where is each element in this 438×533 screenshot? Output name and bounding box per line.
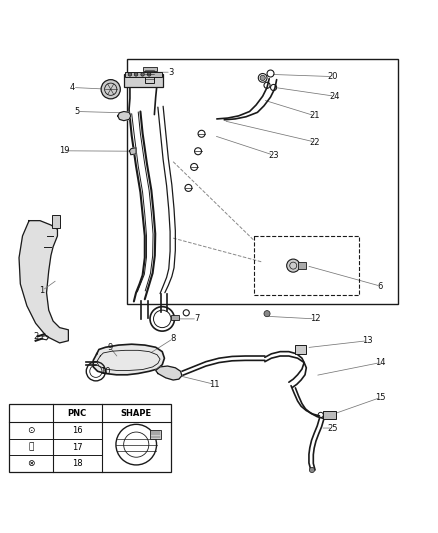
Text: 18: 18 <box>72 459 83 468</box>
Circle shape <box>128 72 132 76</box>
Text: 25: 25 <box>327 424 338 433</box>
Text: 20: 20 <box>327 72 338 81</box>
Text: ⊙: ⊙ <box>28 426 35 435</box>
Polygon shape <box>155 366 182 380</box>
Text: 14: 14 <box>375 358 386 367</box>
Bar <box>298 262 306 269</box>
Polygon shape <box>93 344 164 375</box>
Polygon shape <box>19 221 68 343</box>
Circle shape <box>101 79 120 99</box>
Text: PNC: PNC <box>67 409 87 418</box>
Text: 16: 16 <box>72 426 83 435</box>
Bar <box>125 72 162 77</box>
Text: 2: 2 <box>33 332 38 341</box>
Bar <box>143 67 156 71</box>
Circle shape <box>148 72 151 76</box>
Text: SHAPE: SHAPE <box>121 409 152 418</box>
Circle shape <box>287 259 300 272</box>
Bar <box>52 215 60 228</box>
Text: 13: 13 <box>362 336 373 345</box>
Text: 7: 7 <box>194 314 200 324</box>
Text: 15: 15 <box>375 393 386 402</box>
Text: 1: 1 <box>39 286 45 295</box>
Bar <box>124 75 163 87</box>
Text: 21: 21 <box>310 111 320 120</box>
Circle shape <box>309 467 314 473</box>
Text: 22: 22 <box>310 138 320 147</box>
Bar <box>145 68 154 83</box>
Bar <box>171 314 179 320</box>
Text: 12: 12 <box>310 314 320 324</box>
Text: 17: 17 <box>72 442 83 451</box>
Bar <box>295 345 306 354</box>
Text: 10: 10 <box>100 367 111 376</box>
Text: 3: 3 <box>168 68 173 77</box>
Bar <box>10 404 171 472</box>
Text: 19: 19 <box>59 146 69 155</box>
Circle shape <box>141 72 145 76</box>
Bar <box>323 411 336 419</box>
Circle shape <box>134 72 138 76</box>
Text: 11: 11 <box>209 380 220 389</box>
Text: 6: 6 <box>378 281 383 290</box>
Text: 24: 24 <box>329 92 340 101</box>
Circle shape <box>260 75 265 80</box>
Text: 5: 5 <box>74 107 80 116</box>
Bar <box>254 236 359 295</box>
Text: 9: 9 <box>107 343 113 352</box>
Text: 8: 8 <box>170 334 176 343</box>
Text: ⊗: ⊗ <box>28 459 35 468</box>
Bar <box>150 430 161 439</box>
Polygon shape <box>118 111 131 120</box>
Bar <box>127 59 398 304</box>
Polygon shape <box>130 148 136 155</box>
Text: 23: 23 <box>268 151 279 160</box>
Text: 4: 4 <box>70 83 75 92</box>
Circle shape <box>264 311 270 317</box>
Text: ⓘ: ⓘ <box>28 442 34 451</box>
